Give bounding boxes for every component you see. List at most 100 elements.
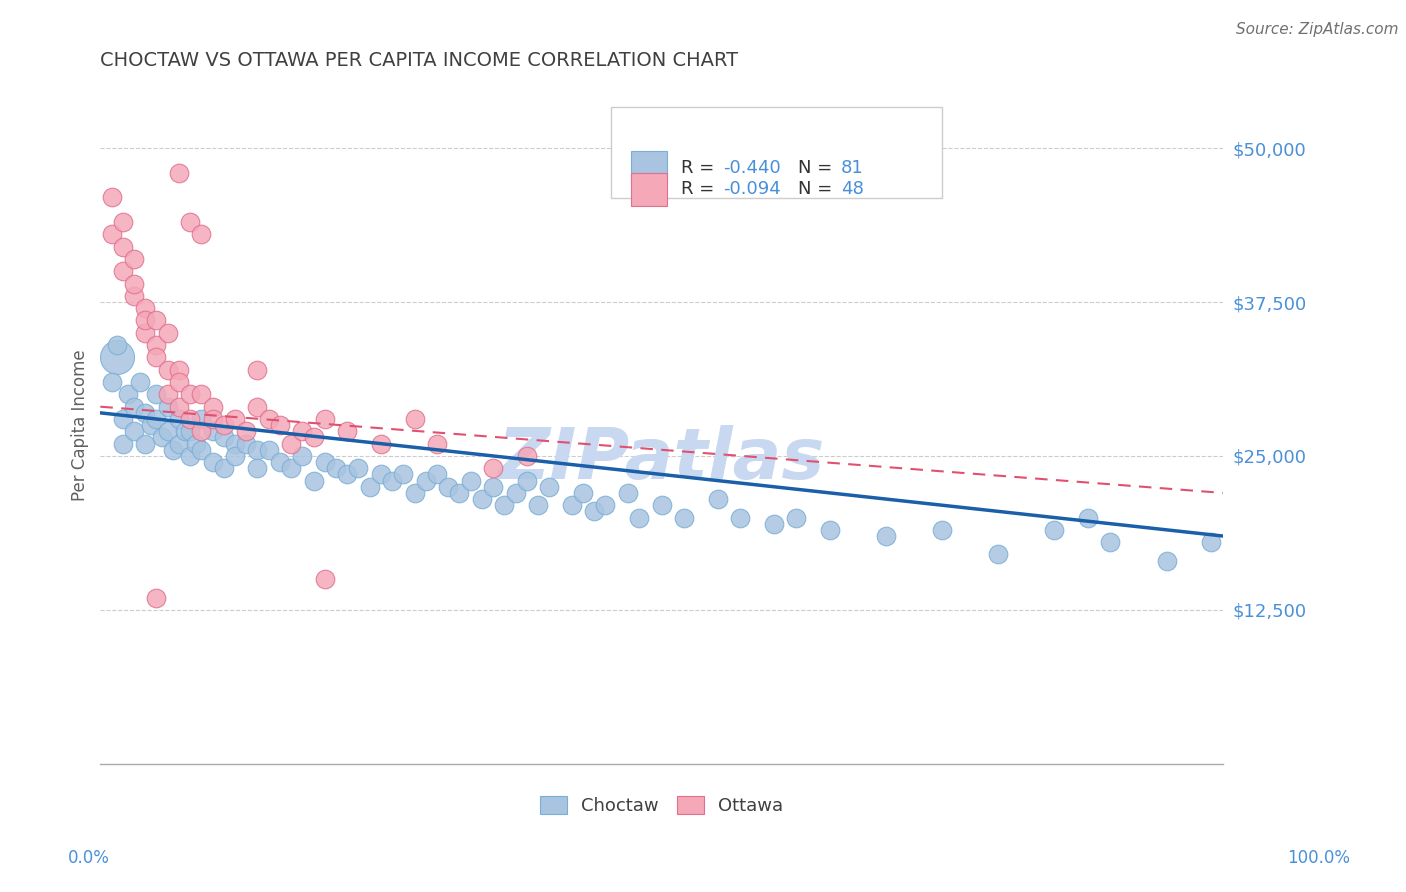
Point — [460, 474, 482, 488]
Point — [471, 491, 494, 506]
Point — [482, 461, 505, 475]
Point — [145, 387, 167, 401]
Point — [1043, 523, 1066, 537]
Point — [931, 523, 953, 537]
Point — [145, 338, 167, 352]
Point — [617, 486, 640, 500]
Point — [139, 418, 162, 433]
Point — [875, 529, 897, 543]
Point — [527, 498, 550, 512]
Point — [167, 375, 190, 389]
Point — [134, 436, 156, 450]
FancyBboxPatch shape — [612, 107, 942, 198]
Point — [167, 436, 190, 450]
Point — [167, 412, 190, 426]
Point — [370, 436, 392, 450]
Point — [190, 442, 212, 457]
Text: N =: N = — [799, 180, 838, 198]
Point — [122, 289, 145, 303]
Point — [117, 387, 139, 401]
Point — [122, 277, 145, 291]
Point — [111, 436, 134, 450]
Point — [100, 227, 122, 242]
Text: Source: ZipAtlas.com: Source: ZipAtlas.com — [1236, 22, 1399, 37]
Text: N =: N = — [799, 159, 838, 177]
Text: R =: R = — [681, 180, 720, 198]
Point — [762, 516, 785, 531]
Point — [167, 400, 190, 414]
Point — [111, 239, 134, 253]
Point — [336, 425, 359, 439]
Point — [392, 467, 415, 482]
Point — [269, 455, 291, 469]
Point — [145, 351, 167, 365]
Point — [302, 474, 325, 488]
Point — [426, 436, 449, 450]
Point — [280, 461, 302, 475]
Point — [359, 480, 381, 494]
Point — [246, 442, 269, 457]
Point — [134, 326, 156, 340]
Point — [105, 338, 128, 352]
Point — [167, 363, 190, 377]
Point — [122, 252, 145, 266]
Point — [415, 474, 437, 488]
Point — [134, 313, 156, 327]
Text: CHOCTAW VS OTTAWA PER CAPITA INCOME CORRELATION CHART: CHOCTAW VS OTTAWA PER CAPITA INCOME CORR… — [100, 51, 738, 70]
Point — [505, 486, 527, 500]
Point — [269, 418, 291, 433]
Point — [167, 166, 190, 180]
Point — [224, 412, 246, 426]
Point — [437, 480, 460, 494]
Point — [381, 474, 404, 488]
Point — [212, 430, 235, 444]
Point — [190, 227, 212, 242]
Point — [987, 548, 1010, 562]
Point — [179, 412, 201, 426]
Point — [291, 449, 314, 463]
Point — [246, 400, 269, 414]
Point — [561, 498, 583, 512]
Point — [190, 412, 212, 426]
Point — [280, 436, 302, 450]
Legend: Choctaw, Ottawa: Choctaw, Ottawa — [533, 789, 790, 822]
Point — [336, 467, 359, 482]
Point — [516, 474, 538, 488]
Point — [583, 504, 606, 518]
Point — [156, 425, 179, 439]
Point — [728, 510, 751, 524]
Point — [134, 406, 156, 420]
Point — [257, 412, 280, 426]
Point — [201, 425, 224, 439]
Point — [314, 455, 336, 469]
Point — [404, 412, 426, 426]
Point — [818, 523, 841, 537]
Y-axis label: Per Capita Income: Per Capita Income — [72, 350, 89, 501]
Text: -0.094: -0.094 — [723, 180, 780, 198]
Point — [257, 442, 280, 457]
Point — [201, 455, 224, 469]
Point — [370, 467, 392, 482]
Point — [235, 436, 257, 450]
Point — [482, 480, 505, 494]
Point — [111, 215, 134, 229]
Point — [246, 363, 269, 377]
Point — [201, 412, 224, 426]
Point — [224, 436, 246, 450]
Point — [1201, 535, 1223, 549]
FancyBboxPatch shape — [631, 152, 666, 184]
Point — [179, 387, 201, 401]
Point — [105, 351, 128, 365]
Point — [212, 461, 235, 475]
Point — [184, 436, 207, 450]
Point — [538, 480, 561, 494]
Point — [706, 491, 728, 506]
Point — [190, 425, 212, 439]
Point — [162, 442, 184, 457]
Point — [122, 400, 145, 414]
Point — [1077, 510, 1099, 524]
Text: 81: 81 — [841, 159, 863, 177]
Point — [246, 461, 269, 475]
Point — [404, 486, 426, 500]
Point — [179, 215, 201, 229]
